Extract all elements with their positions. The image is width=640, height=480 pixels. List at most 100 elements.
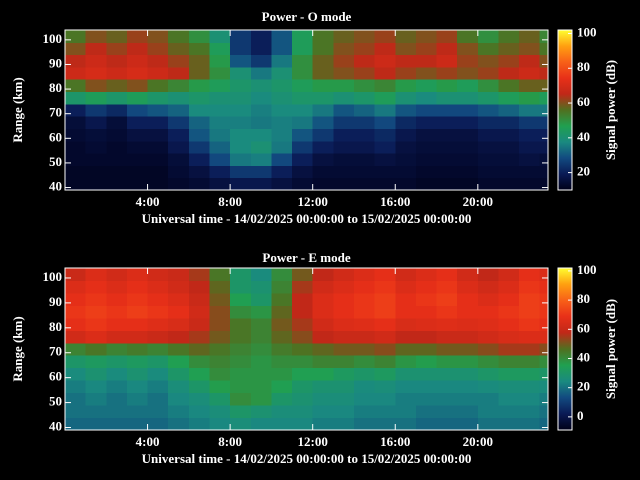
heatmap-cell <box>395 153 417 166</box>
colorbar-tick-label: 20 <box>577 379 590 394</box>
heatmap-cell <box>312 79 334 93</box>
heatmap-cell <box>65 342 87 356</box>
heatmap-cell <box>147 355 169 369</box>
y-tick-label: 90 <box>49 294 62 309</box>
heatmap-cell <box>188 367 210 381</box>
heatmap-cell <box>271 103 293 117</box>
heatmap-cell <box>271 79 293 93</box>
heatmap-cell <box>65 128 87 142</box>
heatmap-cell <box>395 367 417 381</box>
heatmap-cell <box>209 177 231 191</box>
heatmap-cell <box>539 280 549 294</box>
heatmap-cell <box>498 405 520 419</box>
heatmap-cell <box>209 342 231 356</box>
heatmap-cell <box>188 116 210 129</box>
heatmap-cell <box>333 30 355 43</box>
heatmap-cell <box>230 417 252 431</box>
heatmap-cell <box>395 380 417 394</box>
heatmap-cell <box>477 116 499 129</box>
heatmap-cell <box>333 392 355 406</box>
heatmap-cell <box>168 91 190 105</box>
colorbar-tick-label: 40 <box>577 129 590 144</box>
heatmap-cell <box>498 367 520 381</box>
heatmap-cell <box>106 380 128 394</box>
heatmap-cell <box>271 42 293 56</box>
x-tick-label: 12:00 <box>298 194 328 209</box>
heatmap-cell <box>374 79 396 93</box>
heatmap-cell <box>415 317 438 331</box>
heatmap-cell <box>230 392 252 406</box>
heatmap-cell <box>106 367 128 381</box>
heatmap-cell <box>250 91 272 105</box>
heatmap-cell <box>250 30 272 43</box>
heatmap-cell <box>230 317 252 331</box>
heatmap-cell <box>188 177 210 191</box>
heatmap-cell <box>457 116 479 129</box>
heatmap-cell <box>333 79 355 93</box>
heatmap-cell <box>147 405 169 419</box>
heatmap-cell <box>353 54 376 68</box>
heatmap-cell <box>498 380 520 394</box>
heatmap-cell <box>415 342 438 356</box>
heatmap-cell <box>498 280 520 294</box>
heatmap-cell <box>415 79 438 93</box>
heatmap-cell <box>395 177 417 191</box>
heatmap-cell <box>106 42 128 56</box>
heatmap-cell <box>126 54 149 68</box>
heatmap-cell <box>519 355 541 369</box>
heatmap-cell <box>209 42 231 56</box>
heatmap-cell <box>65 330 87 344</box>
heatmap-cell <box>312 103 334 117</box>
heatmap-cell <box>374 317 396 331</box>
heatmap-cell <box>188 317 210 331</box>
heatmap-cell <box>292 405 314 419</box>
heatmap-cell <box>477 79 499 93</box>
heatmap-cell <box>312 140 334 154</box>
heatmap-cell <box>539 405 549 419</box>
heatmap-cell <box>168 405 190 419</box>
heatmap-cell <box>250 405 272 419</box>
heatmap-cell <box>312 128 334 142</box>
heatmap-cell <box>85 355 107 369</box>
heatmap-cell <box>436 280 458 294</box>
heatmap-cell <box>436 355 458 369</box>
heatmap-cell <box>415 330 438 344</box>
heatmap-cell <box>126 305 149 319</box>
heatmap-cell <box>188 30 210 43</box>
heatmap-cell <box>106 305 128 319</box>
heatmap-cell <box>539 42 549 56</box>
heatmap-cell <box>519 342 541 356</box>
heatmap-cell <box>250 342 272 356</box>
heatmap-cell <box>457 177 479 191</box>
y-tick-label: 50 <box>49 394 62 409</box>
heatmap-cell <box>498 91 520 105</box>
heatmap-cell <box>147 342 169 356</box>
heatmap-cell <box>415 128 438 142</box>
heatmap-cell <box>395 91 417 105</box>
heatmap-cell <box>126 355 149 369</box>
heatmap-cell <box>271 153 293 166</box>
heatmap-cell <box>374 128 396 142</box>
colorbar-tick-label: 20 <box>577 164 590 179</box>
heatmap-cell <box>519 30 541 43</box>
heatmap-cell <box>188 355 210 369</box>
heatmap-cell <box>333 165 355 179</box>
heatmap-cell <box>457 42 479 56</box>
heatmap-cell <box>395 417 417 431</box>
heatmap-cell <box>126 165 149 179</box>
heatmap-cell <box>519 116 541 129</box>
heatmap-cell <box>436 91 458 105</box>
heatmap-cell <box>271 330 293 344</box>
heatmap-cell <box>230 380 252 394</box>
heatmap-cell <box>292 128 314 142</box>
heatmap-cell <box>65 54 87 68</box>
heatmap-cell <box>498 392 520 406</box>
heatmap-cell <box>539 165 549 179</box>
heatmap-cell <box>395 330 417 344</box>
heatmap-cell <box>436 392 458 406</box>
heatmap-cell <box>106 66 128 80</box>
heatmap-cell <box>539 355 549 369</box>
heatmap-cell <box>65 30 87 43</box>
heatmap-cell <box>209 292 231 306</box>
